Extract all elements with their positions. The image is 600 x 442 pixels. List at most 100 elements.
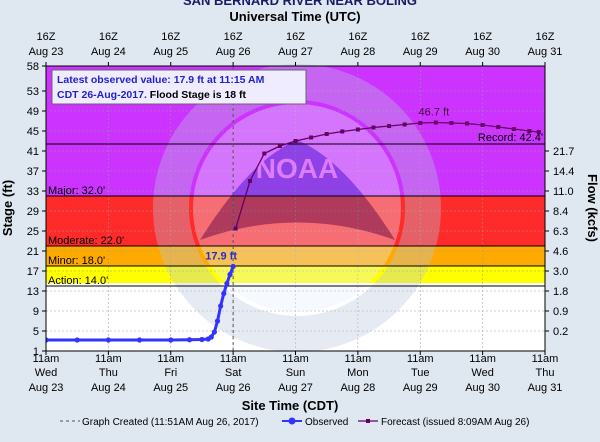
stage-tick-label: 37: [27, 166, 39, 178]
utc-tick-label-hour: 16Z: [99, 31, 118, 43]
threshold-label-moderate: Moderate: 22.0': [48, 235, 124, 247]
chart-title: SAN BERNARD RIVER NEAR BOLING: [183, 0, 417, 8]
forecast-point: [418, 121, 423, 125]
utc-tick-label-date: Aug 30: [465, 46, 500, 58]
stage-tick-label: 21: [27, 246, 39, 258]
cdt-tick-label-date: Aug 30: [465, 382, 500, 394]
stage-tick-label: 5: [33, 326, 39, 338]
flow-axis-ticks: 0.2 0.9 1.8 3.0 4.6 6.3 8.4 11.0 14.4 21.7: [545, 146, 574, 338]
observed-point: [105, 337, 111, 343]
utc-tick-label-hour: 16Z: [224, 31, 243, 43]
stage-tick-label: 33: [27, 186, 39, 198]
observed-point: [224, 280, 230, 287]
svg-text:NOAA: NOAA: [256, 153, 338, 184]
stage-tick-label: 17: [27, 266, 39, 278]
legend-forecast-marker: [366, 419, 370, 423]
cdt-tick-label-time: 11am: [33, 353, 60, 365]
observed-point: [199, 336, 205, 343]
utc-tick-label-hour: 16Z: [161, 31, 180, 43]
forecast-crest-label: 46.7 ft: [419, 107, 450, 119]
cdt-tick-label-date: Aug 31: [528, 382, 563, 394]
y-axis-title: Stage (ft): [0, 180, 15, 236]
observed-point: [136, 337, 143, 343]
observed-point: [208, 334, 214, 340]
flood-category-labels: Action: 14.0' Minor: 18.0' Moderate: 22.0'…: [46, 185, 545, 287]
forecast-point: [371, 125, 376, 130]
forecast-points: [233, 120, 541, 231]
stage-tick-label: 1: [33, 346, 39, 358]
stage-tick-label: 13: [27, 286, 39, 298]
cdt-tick-label-day: Wed: [471, 367, 493, 379]
utc-tick-label-hour: 16Z: [348, 31, 367, 43]
flow-tick-label: 11.0: [553, 186, 574, 198]
annotation-flood-stage: Flood Stage is 18 ft: [150, 89, 247, 101]
stage-tick-label: 9: [33, 306, 39, 318]
noaa-watermark: NOAA: [153, 64, 441, 352]
forecast-point: [449, 121, 454, 125]
cdt-tick-label-time: 11am: [345, 353, 372, 365]
cdt-axis-ticks: 11am Wed Aug 23 11am Thu Aug 24 11am Fri Aug 25 1…: [29, 351, 563, 394]
forecast-point: [480, 123, 485, 127]
cdt-tick-label-time: 11am: [407, 353, 434, 365]
latest-value-annotation: Latest observed value: 17.9 ft at 11:15 …: [51, 69, 307, 105]
flow-tick-label: 14.4: [553, 166, 574, 178]
stage-tick-label: 29: [27, 206, 39, 218]
y2-axis-title: Flow (kcfs): [585, 174, 600, 242]
threshold-label-minor: Minor: 18.0': [48, 255, 105, 267]
utc-tick-label-date: Aug 27: [278, 46, 313, 58]
cdt-tick-label-time: 11am: [532, 353, 559, 365]
stage-axis-ticks: 1 5 9 13 17 21 25 29 33 37 41 45 49 53 58: [27, 61, 46, 358]
cdt-tick-label-date: Aug 27: [278, 382, 313, 394]
cdt-tick-label-day: Sat: [225, 367, 242, 379]
forecast-point: [527, 129, 532, 133]
forecast-point: [433, 120, 438, 125]
stage-tick-label: 25: [27, 226, 39, 238]
cdt-tick-label-date: Aug 29: [403, 382, 438, 394]
legend-observed-marker: [288, 417, 296, 425]
stage-tick-label: 58: [27, 61, 39, 73]
cdt-tick-label-time: 11am: [282, 353, 309, 365]
utc-tick-label-date: Aug 23: [29, 46, 64, 58]
cdt-tick-label-date: Aug 25: [153, 382, 188, 394]
flow-tick-label: 0.9: [553, 306, 568, 318]
legend-created-label: Graph Created (11:51AM Aug 26, 2017): [82, 417, 259, 428]
forecast-point: [465, 121, 470, 126]
forecast-point: [233, 226, 238, 231]
observed-point: [211, 329, 218, 335]
forecast-point: [262, 151, 267, 156]
annotation-line2: CDT 26-Aug-2017. Flood Stage is 18 ft: [57, 89, 247, 101]
utc-tick-label-date: Aug 29: [403, 46, 438, 58]
legend-observed-label: Observed: [305, 417, 348, 428]
observed-point: [214, 318, 221, 324]
stage-tick-label: 41: [27, 146, 39, 158]
flow-tick-label: 8.4: [553, 206, 568, 218]
x-axis-title: Site Time (CDT): [242, 398, 339, 413]
flow-tick-label: 1.8: [553, 286, 568, 298]
cdt-tick-label-day: Tue: [411, 367, 430, 379]
observed-last-value-label: 17.9 ft: [205, 251, 237, 263]
forecast-point: [511, 127, 516, 131]
annotation-date: CDT 26-Aug-2017.: [57, 89, 150, 101]
forecast-point: [340, 129, 345, 134]
forecast-point: [355, 127, 360, 132]
utc-tick-label-hour: 16Z: [286, 31, 305, 43]
cdt-tick-label-date: Aug 28: [340, 382, 375, 394]
flow-tick-label: 4.6: [553, 246, 568, 258]
utc-tick-label-date: Aug 28: [340, 46, 375, 58]
cdt-tick-label-time: 11am: [469, 353, 496, 365]
annotation-line1: Latest observed value: 17.9 ft at 11:15 …: [57, 74, 265, 86]
observed-point: [46, 337, 49, 343]
flow-tick-label: 0.2: [553, 326, 568, 338]
cdt-tick-label-date: Aug 24: [91, 382, 126, 394]
observed-point: [168, 337, 174, 343]
flow-tick-label: 6.3: [553, 226, 568, 238]
forecast-point: [496, 125, 501, 129]
utc-axis-ticks: 16Z Aug 23 16Z Aug 24 16Z Aug 25 16Z Aug 26 16Z A…: [29, 31, 562, 66]
flow-tick-label: 3.0: [553, 266, 568, 278]
cdt-tick-label-date: Aug 23: [29, 382, 64, 394]
forecast-point: [402, 122, 407, 127]
band-moderate: [46, 196, 545, 246]
cdt-tick-label-time: 11am: [95, 353, 122, 365]
record-label: Record: 42.4': [478, 132, 543, 144]
